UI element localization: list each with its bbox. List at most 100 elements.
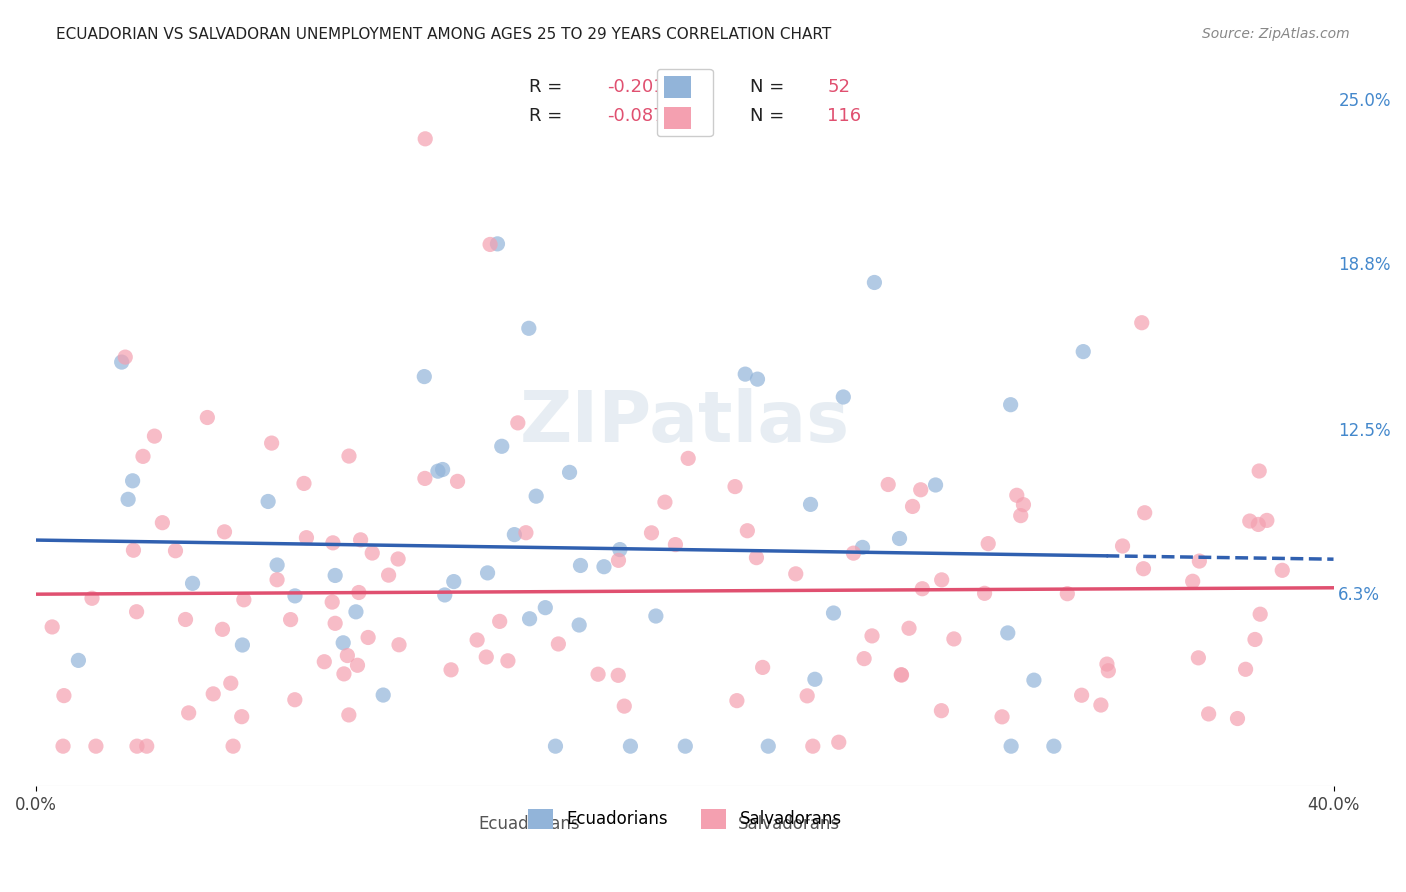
Point <box>443 574 465 589</box>
Point <box>361 546 384 560</box>
Point <box>67 653 90 667</box>
Point <box>519 612 541 626</box>
Point <box>125 605 148 619</box>
Point <box>84 739 107 754</box>
Point <box>388 638 411 652</box>
Point <box>607 668 630 682</box>
Point <box>111 355 134 369</box>
Point <box>1198 706 1220 721</box>
Point <box>676 451 699 466</box>
Point <box>558 466 581 480</box>
Point <box>486 236 509 251</box>
Point <box>734 367 756 381</box>
Text: R =: R = <box>529 78 568 96</box>
Point <box>1111 539 1133 553</box>
Point <box>910 483 932 497</box>
Point <box>446 475 468 489</box>
Point <box>211 623 233 637</box>
Point <box>349 533 371 547</box>
Point <box>799 497 821 511</box>
Point <box>1090 698 1112 712</box>
Point <box>52 689 75 703</box>
Point <box>569 558 592 573</box>
Point <box>314 655 336 669</box>
Point <box>357 631 380 645</box>
Point <box>222 739 245 754</box>
Point <box>534 600 557 615</box>
Point <box>177 706 200 720</box>
Point <box>890 667 912 681</box>
Point <box>346 658 368 673</box>
Point <box>195 410 218 425</box>
Point <box>426 464 449 478</box>
Point <box>1056 587 1078 601</box>
Point <box>931 704 953 718</box>
Point <box>1247 517 1270 532</box>
Text: 116: 116 <box>828 107 862 125</box>
Point <box>664 538 686 552</box>
Point <box>231 709 253 723</box>
Text: Salvadorans: Salvadorans <box>738 815 839 833</box>
Point <box>1239 514 1261 528</box>
Point <box>506 416 529 430</box>
Point <box>991 710 1014 724</box>
Point <box>877 477 900 491</box>
Point <box>851 541 873 555</box>
Point <box>1022 673 1045 688</box>
Text: 52: 52 <box>828 78 851 96</box>
Point <box>496 654 519 668</box>
Text: N =: N = <box>749 78 790 96</box>
Point <box>132 450 155 464</box>
Text: -0.201: -0.201 <box>607 78 665 96</box>
Point <box>842 546 865 560</box>
Point <box>863 276 886 290</box>
Point <box>860 629 883 643</box>
Point <box>547 637 569 651</box>
Point <box>503 527 526 541</box>
Point <box>1043 739 1066 754</box>
Point <box>41 620 63 634</box>
Point <box>181 576 204 591</box>
Point <box>745 550 768 565</box>
Point <box>332 636 354 650</box>
Point <box>125 739 148 754</box>
Point <box>1244 632 1267 647</box>
Point <box>1097 664 1119 678</box>
Point <box>387 552 409 566</box>
Point <box>347 585 370 599</box>
Text: N =: N = <box>749 107 790 125</box>
Point <box>135 739 157 754</box>
Point <box>337 707 360 722</box>
Point <box>52 739 75 754</box>
Point <box>433 588 456 602</box>
Point <box>260 436 283 450</box>
Point <box>323 616 346 631</box>
Point <box>524 489 547 503</box>
Text: Source: ZipAtlas.com: Source: ZipAtlas.com <box>1202 27 1350 41</box>
Point <box>121 474 143 488</box>
Point <box>257 494 280 508</box>
Point <box>828 735 851 749</box>
Point <box>1012 498 1035 512</box>
Point <box>823 606 845 620</box>
Point <box>143 429 166 443</box>
Text: Ecuadorians: Ecuadorians <box>478 815 579 833</box>
Point <box>214 524 236 539</box>
Point <box>973 586 995 600</box>
Point <box>609 542 631 557</box>
Point <box>323 568 346 582</box>
Point <box>1000 739 1022 754</box>
Point <box>1249 464 1271 478</box>
Point <box>1095 657 1118 672</box>
Point <box>613 699 636 714</box>
Point <box>1256 513 1278 527</box>
Point <box>322 536 344 550</box>
Point <box>333 666 356 681</box>
Point <box>640 525 662 540</box>
Point <box>901 500 924 514</box>
Point <box>737 524 759 538</box>
Point <box>756 739 779 754</box>
Point <box>488 615 510 629</box>
Point <box>977 536 1000 550</box>
Point <box>801 739 824 754</box>
